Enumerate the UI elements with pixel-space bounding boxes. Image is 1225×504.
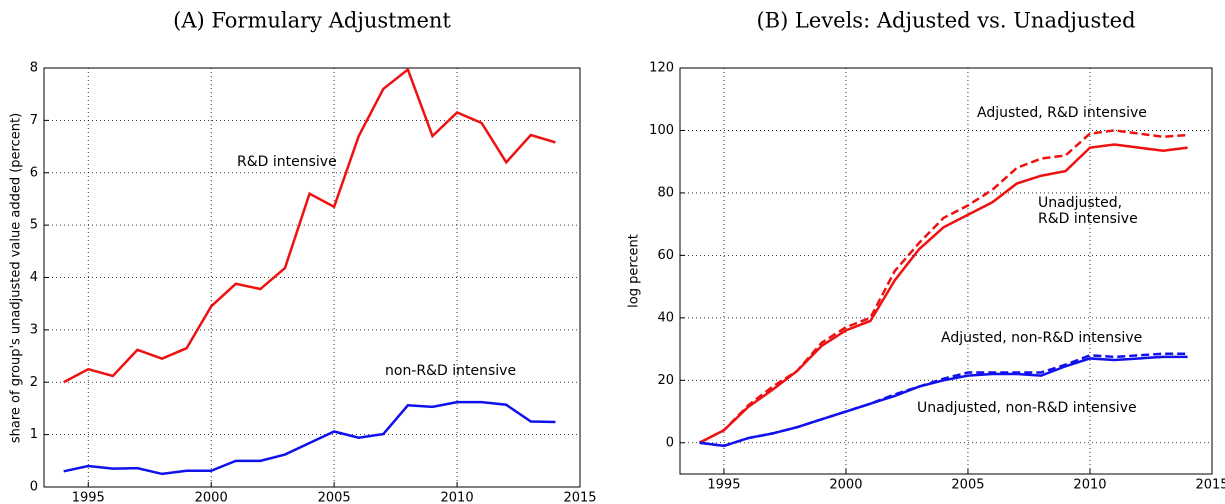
x-tick-label: 2015 [563, 491, 596, 504]
y-tick-label: 3 [30, 322, 38, 337]
y-tick-label: 1 [30, 427, 38, 442]
y-tick-label: 0 [666, 435, 674, 450]
annotation: Unadjusted, [1038, 195, 1122, 211]
y-tick-label: 7 [30, 113, 38, 128]
y-tick-label: 6 [30, 165, 38, 180]
annotation: Unadjusted, non-R&D intensive [917, 400, 1137, 416]
plot-frame [679, 67, 1213, 475]
x-tick-label: 2005 [318, 491, 351, 504]
line-series [699, 355, 1188, 448]
annotation: Adjusted, R&D intensive [977, 105, 1147, 121]
line-series [698, 129, 1188, 444]
x-tick-label: 1995 [72, 491, 105, 504]
chart-title: (A) Formulary Adjustment [173, 9, 451, 33]
y-tick-label: 8 [30, 61, 38, 76]
x-tick-label: 2015 [1195, 478, 1225, 493]
series-label: R&D intensive [237, 154, 337, 170]
x-tick-label: 2005 [951, 478, 984, 493]
chart-title: (B) Levels: Adjusted vs. Unadjusted [756, 9, 1135, 33]
y-tick-label: 120 [649, 61, 674, 76]
x-tick-label: 2010 [1073, 478, 1106, 493]
y-tick-label: 5 [30, 218, 38, 233]
y-tick-label: 100 [649, 123, 674, 138]
line-series [63, 67, 556, 384]
line-series [699, 352, 1188, 448]
annotation: Adjusted, non-R&D intensive [941, 330, 1142, 346]
y-tick-label: 4 [30, 270, 38, 285]
y-tick-label: 0 [30, 480, 38, 495]
y-axis-label: share of group's unadjusted value added … [9, 113, 24, 443]
x-tick-label: 2010 [441, 491, 474, 504]
x-tick-label: 2000 [829, 478, 862, 493]
y-tick-label: 40 [657, 310, 674, 325]
y-tick-label: 80 [657, 185, 674, 200]
y-tick-label: 2 [30, 375, 38, 390]
annotation: R&D intensive [1038, 211, 1138, 227]
y-axis-label: log percent [627, 234, 642, 308]
x-tick-label: 2000 [195, 491, 228, 504]
plot-frame [43, 67, 581, 488]
line-series [698, 143, 1188, 444]
x-tick-label: 1995 [707, 478, 740, 493]
y-tick-label: 60 [657, 248, 674, 263]
line-series [63, 400, 556, 476]
series-label: non-R&D intensive [385, 363, 516, 379]
y-tick-label: 20 [657, 373, 674, 388]
